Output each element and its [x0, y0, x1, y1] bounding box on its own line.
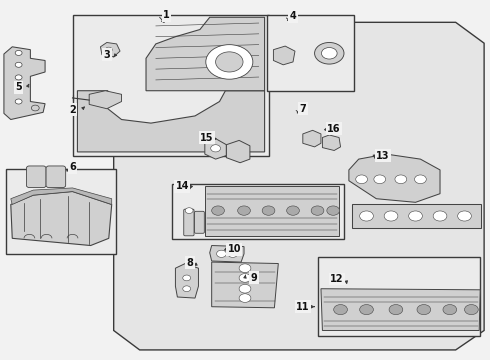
Polygon shape	[205, 186, 339, 236]
Polygon shape	[4, 47, 45, 120]
Polygon shape	[11, 188, 112, 204]
Circle shape	[212, 206, 224, 215]
Circle shape	[217, 250, 226, 257]
Circle shape	[374, 175, 386, 184]
FancyBboxPatch shape	[26, 166, 46, 188]
FancyBboxPatch shape	[46, 166, 66, 188]
Text: 9: 9	[250, 273, 257, 283]
Circle shape	[433, 211, 447, 221]
FancyBboxPatch shape	[73, 15, 269, 156]
Circle shape	[389, 305, 403, 315]
Circle shape	[458, 211, 471, 221]
Text: 8: 8	[187, 258, 194, 268]
Circle shape	[415, 175, 426, 184]
Polygon shape	[11, 192, 112, 246]
Circle shape	[239, 264, 251, 273]
Circle shape	[206, 45, 253, 79]
Circle shape	[239, 294, 251, 302]
Text: 12: 12	[330, 274, 344, 284]
Polygon shape	[146, 17, 265, 91]
Circle shape	[384, 211, 398, 221]
Polygon shape	[303, 130, 321, 147]
Circle shape	[465, 305, 478, 315]
Circle shape	[31, 105, 39, 111]
Polygon shape	[205, 139, 226, 159]
FancyBboxPatch shape	[267, 15, 354, 91]
Circle shape	[15, 50, 22, 55]
Circle shape	[360, 305, 373, 315]
Circle shape	[315, 42, 344, 64]
Text: 5: 5	[15, 82, 22, 92]
Circle shape	[321, 48, 337, 59]
Circle shape	[211, 145, 220, 152]
FancyBboxPatch shape	[318, 257, 480, 336]
Polygon shape	[89, 91, 122, 109]
Polygon shape	[322, 135, 341, 150]
Circle shape	[183, 275, 191, 281]
Circle shape	[356, 175, 368, 184]
FancyBboxPatch shape	[172, 184, 344, 239]
Text: 13: 13	[376, 150, 390, 161]
Text: 1: 1	[163, 10, 170, 20]
Text: 4: 4	[290, 11, 296, 21]
Circle shape	[287, 206, 299, 215]
Circle shape	[360, 211, 373, 221]
FancyBboxPatch shape	[184, 209, 194, 236]
Text: 2: 2	[69, 105, 76, 115]
Circle shape	[311, 206, 324, 215]
Circle shape	[334, 305, 347, 315]
Circle shape	[409, 211, 422, 221]
Circle shape	[239, 274, 251, 282]
Circle shape	[327, 206, 340, 215]
Circle shape	[262, 206, 275, 215]
Circle shape	[15, 62, 22, 67]
Polygon shape	[212, 262, 278, 308]
Text: 14: 14	[175, 181, 189, 192]
Circle shape	[15, 87, 22, 92]
Circle shape	[228, 250, 238, 257]
Text: 7: 7	[299, 104, 306, 114]
Circle shape	[443, 305, 457, 315]
Polygon shape	[226, 140, 250, 163]
Polygon shape	[273, 46, 295, 65]
Circle shape	[239, 284, 251, 293]
FancyBboxPatch shape	[6, 169, 116, 254]
Circle shape	[15, 99, 22, 104]
FancyBboxPatch shape	[195, 211, 204, 233]
Circle shape	[183, 286, 191, 292]
Circle shape	[105, 47, 112, 52]
Circle shape	[216, 52, 243, 72]
Polygon shape	[210, 246, 244, 262]
Text: 6: 6	[69, 162, 76, 172]
Polygon shape	[114, 22, 484, 350]
Polygon shape	[349, 154, 440, 202]
Circle shape	[238, 206, 250, 215]
Polygon shape	[352, 204, 481, 228]
Polygon shape	[100, 42, 120, 57]
Text: 15: 15	[200, 132, 214, 143]
Circle shape	[185, 208, 193, 213]
Circle shape	[417, 305, 431, 315]
Text: 10: 10	[227, 244, 241, 254]
Circle shape	[15, 75, 22, 80]
Text: 3: 3	[103, 50, 110, 60]
Circle shape	[395, 175, 407, 184]
Text: 11: 11	[296, 302, 310, 312]
Text: 16: 16	[327, 124, 341, 134]
Polygon shape	[175, 264, 198, 298]
Polygon shape	[321, 289, 480, 330]
Polygon shape	[77, 91, 265, 152]
